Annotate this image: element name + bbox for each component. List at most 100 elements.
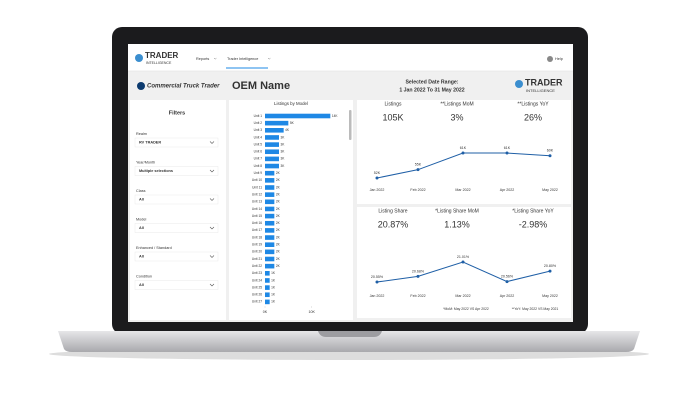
bar [265,120,289,126]
bar-value-label: 3K [281,135,286,139]
bar-value-label: 3K [281,150,286,154]
help-link[interactable]: Help [555,57,563,61]
logo-subtitle: INTELLIGENCE [146,61,172,65]
dropdown-chevron [209,255,215,258]
y-category-label: Unit 22 [252,264,262,268]
bar-value-label: 3K [281,142,286,146]
filters-title: Filters [169,110,186,116]
point [505,280,509,284]
kpi-value: 105K [382,112,403,122]
chart-title: Listings by Model [274,101,308,106]
date-range: 1 Jan 2022 To 31 May 2022 [399,87,464,93]
bar-value-label: 3K [281,157,286,161]
y-category-label: Unit 23 [252,271,262,275]
bar [265,128,284,133]
filter-label: Year/Month [136,161,155,165]
bar-value-label: 1K [271,300,276,304]
kpi-label: **Listings YoY [517,101,549,107]
bar [265,163,279,169]
dropdown-chevron [213,57,217,60]
point-label: 20.56% [501,275,514,279]
dropdown-chevron [209,169,215,173]
bar-value-label: 2K [276,178,281,182]
point-label: 55K [415,163,422,167]
filter-dropdown[interactable] [134,280,219,290]
bar-value-label: 14K [332,114,339,118]
bar-value-label: 2K [276,207,281,211]
kpi-value: 26% [524,112,542,122]
x-category-label: Mar 2022 [455,188,470,192]
y-category-label: Unit 18 [252,235,262,239]
y-category-label: Unit 5 [254,142,263,146]
bar [265,285,270,290]
footnote: **YoY: May 2022 VS May 2021 [512,307,559,311]
y-category-label: Unit 19 [252,243,262,247]
x-category-label: Mar 2022 [455,294,470,298]
bar [265,299,270,305]
nav-menu-item[interactable]: Trader Intelligence [227,57,258,61]
logo-title: TRADER [145,51,179,60]
bar-value-label: 2K [276,221,281,225]
bar-value-label: 2K [276,250,281,254]
y-category-label: Unit 16 [252,221,262,225]
x-category-label: Jan 2022 [370,188,385,192]
bar [265,156,279,162]
y-category-label: Unit 3 [254,128,263,132]
y-category-label: Unit 15 [252,214,262,218]
kpi-value: 20.87% [378,219,409,229]
dropdown-chevron [209,226,215,230]
bar-value-label: 1K [271,293,276,297]
bar [265,199,275,205]
scrollbar [349,110,352,140]
x-category-label: Jan 2022 [370,294,385,298]
filter-dropdown[interactable] [134,194,219,205]
filter-label: Realm [136,132,147,136]
kpi-value: -2.98% [519,219,548,229]
bar-value-label: 2K [276,264,281,268]
filter-label: Enhanced / Standard [136,246,172,250]
bar [265,263,275,269]
date-range-label: Selected Date Range: [405,79,458,85]
dropdown-chevron [209,283,215,287]
x-tick-label: 0K [263,310,268,314]
y-category-label: Unit 7 [254,157,263,161]
filter-dropdown[interactable] [134,137,219,148]
bar-value-label: 2K [276,235,281,239]
bar-value-label: 1K [271,271,276,275]
point [416,168,420,172]
laptop-base [58,331,640,352]
logo-icon [135,54,143,62]
filter-dropdown[interactable] [134,251,219,262]
help-icon[interactable] [547,56,553,62]
x-category-label: May 2022 [542,294,558,298]
point-label: 61K [460,146,467,150]
bar-value-label: 5K [290,121,295,125]
bar-value-label: 2K [276,257,281,261]
filter-value: Multiple selections [139,169,173,173]
filter-label: Class [136,189,146,193]
point [505,151,509,155]
page-title: OEM Name [232,80,290,92]
filter-dropdown[interactable] [134,166,219,176]
bar [265,192,275,197]
y-category-label: Unit 25 [252,285,262,289]
filter-dropdown[interactable] [134,223,219,233]
dropdown-chevron [209,141,215,144]
filter-label: Model [136,218,146,222]
filter-value: All [139,226,144,230]
bar-value-label: 2K [276,243,281,247]
bar-panel [229,100,353,320]
y-category-label: Unit 20 [252,250,262,254]
bar-value-label: 3K [281,164,286,168]
kpi-label: Listing Share [378,208,407,214]
bar-value-label: 2K [276,228,281,232]
nav-bar [128,44,573,71]
logo-title: TRADER [525,77,563,87]
bar-value-label: 1K [271,285,276,289]
point [375,176,379,180]
point-label: 52K [374,171,381,175]
bar [265,142,279,147]
nav-menu-item[interactable]: Reports [196,57,209,61]
